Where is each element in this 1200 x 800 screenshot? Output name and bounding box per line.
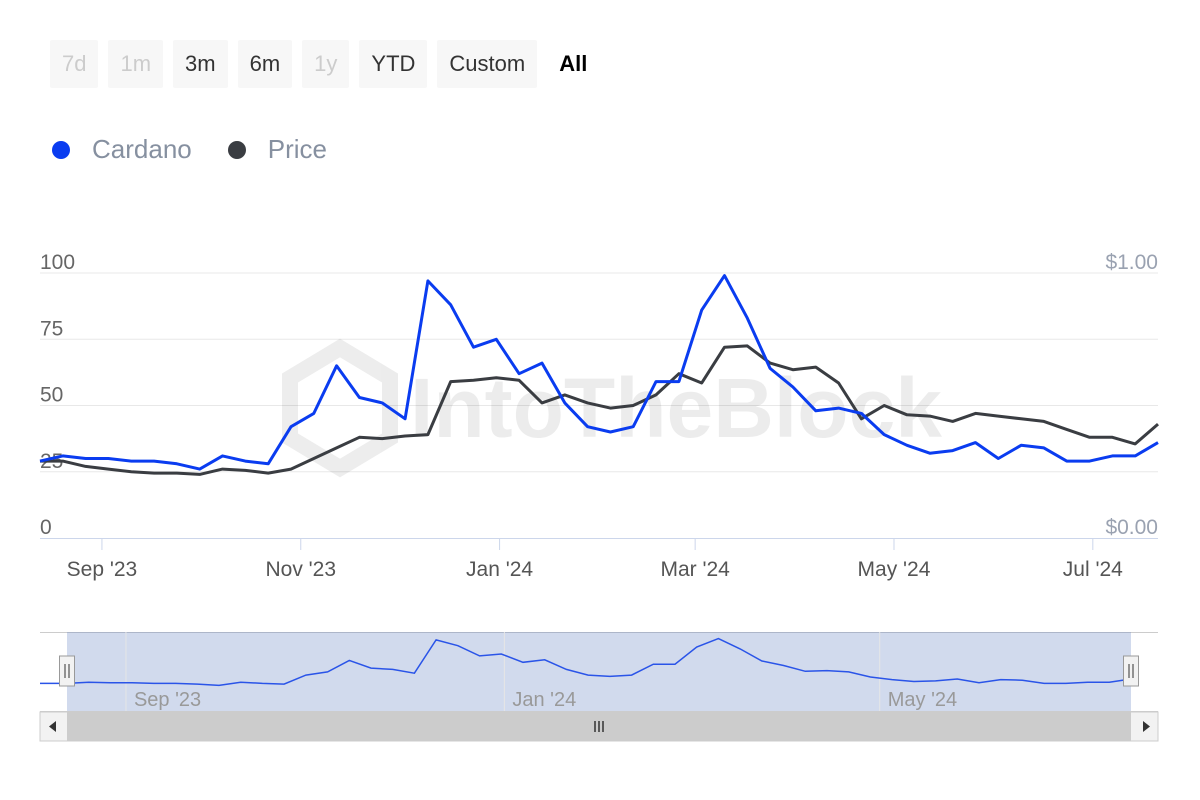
y-right-tick-label-1: $1.00 bbox=[1105, 251, 1158, 274]
y-left-tick-label-0: 0 bbox=[40, 516, 52, 539]
series-line-price bbox=[40, 344, 1159, 476]
y-right-tick-label-0: $0.00 bbox=[1105, 516, 1158, 539]
x-tick-label-3: Mar '24 bbox=[660, 558, 730, 581]
range-button-all[interactable]: All bbox=[559, 51, 588, 76]
navigator-left-handle[interactable] bbox=[59, 655, 75, 687]
x-tick-label-0: Sep '23 bbox=[67, 558, 138, 581]
scrollbar-left-arrow-icon[interactable] bbox=[49, 721, 56, 732]
navigator-tick-label-1: Jan '24 bbox=[512, 689, 576, 711]
y-left-tick-label-75: 75 bbox=[40, 317, 63, 340]
legend-label-price: Price bbox=[267, 134, 327, 164]
y-left-tick-label-100: 100 bbox=[40, 251, 75, 274]
navigator-tick-label-2: May '24 bbox=[888, 689, 957, 711]
range-button-1m[interactable]: 1m bbox=[108, 40, 164, 88]
x-tick-label-5: Jul '24 bbox=[1063, 558, 1123, 581]
handle-body bbox=[1123, 655, 1139, 687]
scrollbar-right-arrow-icon[interactable] bbox=[1143, 721, 1150, 732]
range-button-ytd[interactable]: YTD bbox=[359, 40, 428, 88]
navigator[interactable]: Sep '23 Jan '24 May '24 bbox=[39, 632, 1159, 742]
legend-dot-price-icon bbox=[227, 140, 246, 159]
navigator-scrollbar[interactable] bbox=[39, 711, 1159, 742]
legend: Cardano Price bbox=[52, 134, 363, 165]
x-tick-label-4: May '24 bbox=[858, 558, 931, 581]
legend-dot-cardano-icon bbox=[52, 140, 70, 159]
legend-label-cardano: Cardano bbox=[92, 134, 192, 164]
series-line-cardano bbox=[39, 274, 1159, 471]
legend-item-price[interactable]: Price bbox=[227, 134, 327, 165]
x-tick-label-2: Jan '24 bbox=[466, 558, 533, 581]
navigator-background bbox=[40, 632, 1158, 712]
range-button-7d[interactable]: 7d bbox=[50, 40, 99, 88]
range-button-3m[interactable]: 3m bbox=[173, 40, 228, 88]
navigator-tick-label-0: Sep '23 bbox=[134, 689, 201, 711]
y-left-tick-label-50: 50 bbox=[40, 384, 63, 407]
legend-item-cardano[interactable]: Cardano bbox=[52, 134, 192, 165]
handle-body bbox=[59, 655, 75, 687]
range-selector: 7d 1m 3m 6m 1y YTD Custom All bbox=[50, 40, 609, 88]
navigator-series-line bbox=[40, 637, 1132, 687]
navigator-selection-mask bbox=[67, 632, 1131, 712]
series-price bbox=[39, 344, 1159, 476]
series-cardano bbox=[39, 274, 1159, 471]
range-button-6m[interactable]: 6m bbox=[237, 40, 293, 88]
series-layer bbox=[39, 274, 1159, 476]
x-tick-label-1: Nov '23 bbox=[265, 558, 336, 581]
watermark-hex-icon bbox=[282, 338, 398, 478]
range-button-1y[interactable]: 1y bbox=[302, 40, 350, 88]
navigator-right-handle[interactable] bbox=[1123, 655, 1139, 687]
range-button-custom[interactable]: Custom bbox=[437, 40, 538, 88]
